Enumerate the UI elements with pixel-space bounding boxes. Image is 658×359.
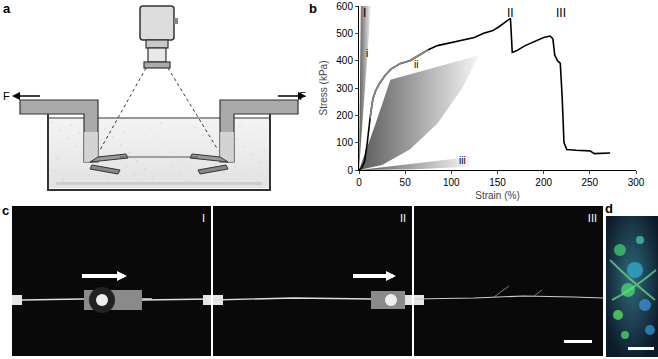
svg-text:150: 150: [489, 177, 506, 188]
svg-text:0: 0: [356, 177, 362, 188]
svg-text:c: c: [2, 203, 9, 218]
svg-text:Stress (kPa): Stress (kPa): [318, 60, 329, 115]
svg-text:100: 100: [443, 177, 460, 188]
svg-text:II: II: [507, 6, 514, 20]
svg-text:100: 100: [336, 137, 353, 148]
svg-text:b: b: [309, 1, 317, 16]
svg-text:600: 600: [336, 1, 353, 12]
svg-text:300: 300: [336, 83, 353, 94]
svg-text:d: d: [605, 201, 613, 216]
svg-text:250: 250: [581, 177, 598, 188]
svg-text:a: a: [3, 1, 11, 16]
svg-text:III: III: [556, 6, 566, 20]
svg-text:50: 50: [400, 177, 412, 188]
svg-text:F: F: [299, 90, 306, 102]
svg-text:II: II: [400, 212, 406, 224]
svg-text:ii: ii: [414, 59, 418, 70]
svg-text:F: F: [3, 90, 10, 102]
svg-text:I: I: [202, 212, 205, 224]
svg-text:300: 300: [628, 177, 645, 188]
svg-text:0: 0: [347, 165, 353, 176]
svg-text:Strain (%): Strain (%): [475, 190, 519, 201]
svg-text:i: i: [366, 48, 368, 59]
svg-text:400: 400: [336, 55, 353, 66]
svg-text:200: 200: [535, 177, 552, 188]
svg-text:iii: iii: [459, 155, 466, 166]
svg-text:500: 500: [336, 28, 353, 39]
svg-text:200: 200: [336, 110, 353, 121]
svg-text:III: III: [588, 212, 597, 224]
svg-text:I: I: [363, 6, 366, 20]
